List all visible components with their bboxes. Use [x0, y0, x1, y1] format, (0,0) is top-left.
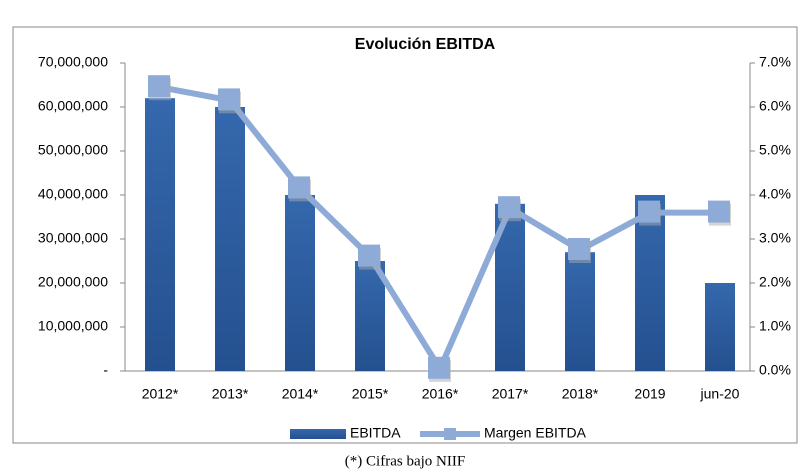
legend-label: Margen EBITDA — [484, 425, 587, 441]
x-tick-label: jun-20 — [700, 386, 740, 402]
y-tick-label: 60,000,000 — [38, 98, 108, 114]
marker — [218, 88, 240, 111]
y-tick-label: 30,000,000 — [38, 230, 108, 246]
bar — [285, 195, 315, 371]
marker — [428, 356, 450, 379]
bar — [355, 261, 385, 371]
y2-tick-label: 7.0% — [759, 54, 791, 70]
y2-tick-label: 4.0% — [759, 186, 791, 202]
x-tick-label: 2015* — [352, 386, 389, 402]
y-tick-label: - — [103, 362, 108, 378]
legend-label: EBITDA — [350, 425, 401, 441]
x-tick-label: 2016* — [422, 386, 459, 402]
y-tick-label: 10,000,000 — [38, 318, 108, 334]
y2-tick-label: 6.0% — [759, 98, 791, 114]
x-tick-label: 2014* — [282, 386, 319, 402]
legend-marker — [444, 428, 456, 440]
y2-tick-label: 3.0% — [759, 230, 791, 246]
marker — [638, 200, 660, 223]
y-tick-label: 20,000,000 — [38, 274, 108, 290]
bar — [565, 252, 595, 371]
chart-title: Evolución EBITDA — [355, 36, 496, 53]
bar — [215, 107, 245, 371]
y-tick-label: 50,000,000 — [38, 142, 108, 158]
x-tick-label: 2019 — [634, 386, 665, 402]
legend-swatch — [290, 429, 346, 439]
marker — [498, 196, 520, 219]
bar — [145, 98, 175, 371]
bar — [705, 283, 735, 371]
x-tick-label: 2012* — [142, 386, 179, 402]
y2-tick-label: 1.0% — [759, 318, 791, 334]
marker — [358, 244, 380, 267]
caption: (*) Cifras bajo NIIF — [345, 453, 465, 469]
y2-tick-label: 0.0% — [759, 362, 791, 378]
x-tick-label: 2018* — [562, 386, 599, 402]
y-tick-label: 70,000,000 — [38, 54, 108, 70]
marker — [568, 238, 590, 260]
marker — [288, 176, 310, 199]
x-tick-label: 2017* — [492, 386, 529, 402]
x-tick-label: 2013* — [212, 386, 249, 402]
marker — [708, 200, 730, 223]
marker — [148, 75, 170, 98]
y2-tick-label: 5.0% — [759, 142, 791, 158]
y2-tick-label: 2.0% — [759, 274, 791, 290]
y-tick-label: 40,000,000 — [38, 186, 108, 202]
chart-frame — [12, 26, 798, 444]
